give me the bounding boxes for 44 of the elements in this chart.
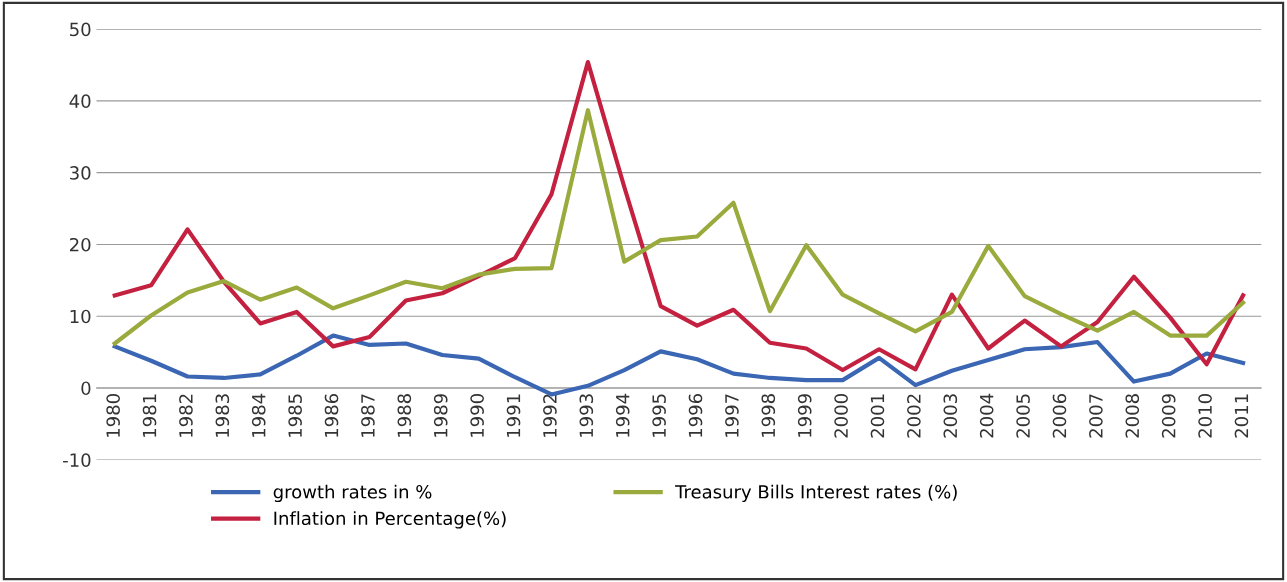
x-tick-label: 1998	[761, 394, 776, 437]
x-tick-label: 1993	[579, 394, 594, 437]
x-tick-label: 1991	[506, 394, 521, 437]
x-tick-label: 1990	[470, 394, 484, 437]
y-tick-label: 10	[70, 309, 91, 324]
x-tick-label: 2010	[1198, 394, 1212, 438]
x-tick-label: 1986	[324, 394, 339, 437]
x-tick-label: 1999	[797, 394, 812, 437]
legend-label: Treasury Bills Interest rates (%)	[675, 484, 957, 503]
legend-label: growth rates in %	[273, 484, 432, 503]
y-tick-label: 50	[70, 22, 91, 37]
line-series	[112, 108, 1246, 346]
x-tick-label: 1989	[433, 394, 448, 437]
x-tick-label: 2001	[870, 394, 885, 438]
x-tick-label: 1995	[652, 394, 666, 437]
x-tick-label: 1982	[179, 394, 193, 437]
x-tick-label: 1983	[215, 394, 230, 437]
x-tick-label: 1985	[288, 394, 302, 437]
x-tick-label: 2006	[1052, 394, 1067, 438]
x-tick-label: 1988	[397, 394, 412, 437]
x-tick-label: 2004	[979, 393, 994, 438]
x-tick-label: 1994	[615, 393, 630, 437]
x-tick-label: 2009	[1161, 394, 1176, 438]
line-series	[112, 60, 1246, 373]
x-tick-label: 2000	[834, 394, 848, 438]
x-tick-label: 1984	[251, 393, 266, 437]
y-tick-label: 0	[81, 381, 91, 396]
y-tick-label: 20	[70, 237, 91, 252]
x-tick-label: 1980	[106, 394, 120, 437]
x-tick-label: 1997	[725, 394, 739, 437]
legend-label: Inflation in Percentage(%)	[274, 511, 506, 529]
x-tick-label: 1996	[688, 394, 703, 437]
x-tick-label: 1981	[142, 394, 157, 437]
x-tick-label: 2011	[1234, 394, 1249, 438]
y-tick-label: -10	[63, 453, 91, 467]
y-tick-label: 30	[70, 166, 91, 180]
x-tick-label: 1987	[361, 394, 375, 437]
x-tick-label: 1992	[543, 394, 557, 437]
x-tick-label: 2008	[1125, 394, 1140, 438]
x-tick-label: 2002	[907, 394, 921, 438]
x-tick-label: 2005	[1016, 394, 1030, 438]
y-tick-label: 40	[69, 94, 91, 108]
x-tick-label: 2003	[943, 394, 958, 438]
x-tick-label: 2007	[1089, 394, 1103, 438]
